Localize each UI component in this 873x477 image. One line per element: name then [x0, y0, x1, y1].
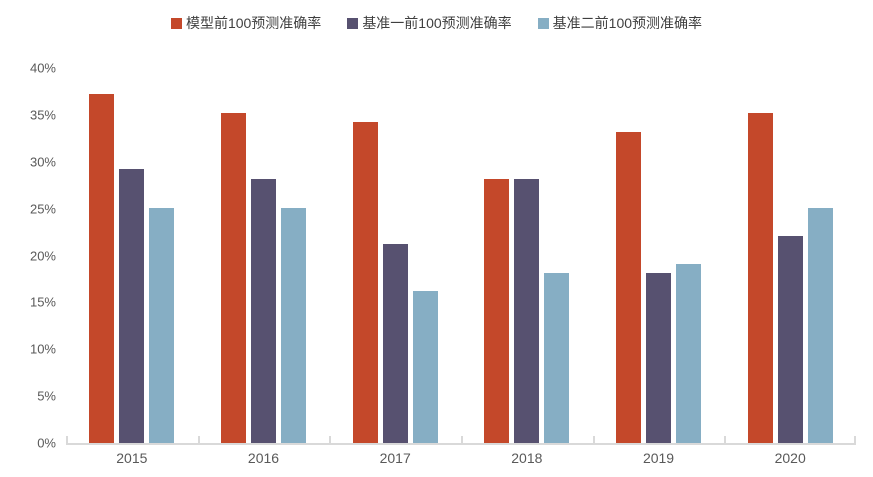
- legend-item: 基准一前100预测准确率: [347, 13, 512, 33]
- bar-group-2020: [724, 68, 856, 443]
- legend-item: 模型前100预测准确率: [170, 13, 322, 33]
- x-axis-label: 2015: [116, 450, 148, 466]
- bar-2017-series1: [352, 122, 378, 443]
- legend-swatch-icon: [170, 17, 182, 29]
- y-axis-label: 10%: [29, 341, 56, 357]
- y-axis-label: 30%: [29, 154, 56, 170]
- legend-swatch-icon: [537, 17, 549, 29]
- bar-2017-series2: [382, 244, 408, 443]
- chart-legend: 模型前100预测准确率 基准一前100预测准确率 基准二前100预测准确率: [0, 13, 873, 33]
- bar-2015-series2: [119, 169, 145, 443]
- x-axis-label: 2016: [247, 450, 280, 466]
- bar-2019-series1: [616, 131, 642, 443]
- bar-group-2017: [329, 68, 461, 443]
- bar-2018-series3: [544, 273, 570, 443]
- bar-2019-series2: [646, 273, 672, 443]
- bar-2015-series1: [89, 94, 115, 443]
- x-axis-tick: [329, 436, 332, 443]
- bar-2016-series2: [251, 178, 276, 443]
- bar-group-2018: [461, 68, 593, 443]
- y-axis-label: 15%: [29, 294, 56, 310]
- x-axis-tick: [66, 436, 68, 443]
- x-axis-label: 2020: [774, 450, 806, 466]
- x-axis-tick: [724, 436, 727, 443]
- x-axis-tick: [854, 436, 856, 443]
- x-axis-label: 2018: [511, 450, 543, 466]
- legend-label: 基准一前100预测准确率: [362, 15, 512, 31]
- bar-2015-series3: [149, 207, 175, 443]
- bar-group-2016: [198, 68, 330, 443]
- legend-swatch-icon: [347, 17, 359, 29]
- bar-2018-series1: [484, 178, 510, 443]
- y-axis-label: 0%: [37, 435, 56, 451]
- legend-label: 基准二前100预测准确率: [552, 15, 703, 31]
- bar-2019-series3: [676, 263, 702, 443]
- bar-2016-series1: [221, 113, 246, 443]
- bar-2020-series3: [807, 207, 833, 443]
- bar-2020-series2: [777, 235, 803, 443]
- y-axis-label: 40%: [29, 60, 56, 76]
- bar-2018-series2: [514, 178, 540, 443]
- x-axis: 2015 2016 2017 2018 2019 2020: [66, 450, 856, 466]
- x-axis-tick: [461, 436, 463, 443]
- x-axis-tick: [197, 436, 200, 443]
- y-axis-label: 25%: [29, 201, 56, 217]
- x-axis-label: 2017: [379, 450, 411, 466]
- y-axis-label: 35%: [29, 107, 56, 123]
- y-axis-label: 5%: [37, 388, 56, 404]
- x-axis-tick: [592, 436, 595, 443]
- legend-item: 基准二前100预测准确率: [537, 13, 703, 33]
- x-axis-label: 2019: [642, 450, 675, 466]
- y-axis-label: 20%: [29, 248, 56, 263]
- bar-group-2015: [66, 68, 198, 443]
- legend-label: 模型前100预测准确率: [185, 15, 322, 31]
- bar-group-2019: [593, 68, 725, 443]
- bar-2020-series1: [747, 113, 773, 443]
- bar-2017-series3: [412, 291, 438, 443]
- y-axis: 0% 5% 10% 15% 20% 25% 30% 35% 40%: [0, 0, 56, 477]
- bar-2016-series3: [281, 207, 306, 443]
- plot-area: [66, 68, 856, 445]
